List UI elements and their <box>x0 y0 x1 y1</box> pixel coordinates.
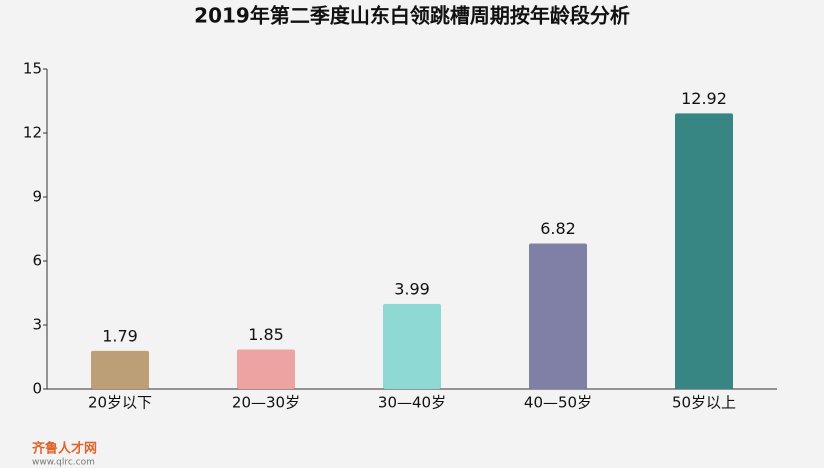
y-tick-label: 12 <box>23 124 42 142</box>
bar <box>675 113 733 389</box>
x-tick-label: 40—50岁 <box>524 394 592 412</box>
bar <box>237 349 295 389</box>
y-tick-label: 0 <box>32 380 42 398</box>
bar <box>383 303 441 389</box>
y-tick-label: 6 <box>32 252 42 270</box>
watermark-url: www.qlrc.com <box>32 458 95 468</box>
x-tick-label: 20岁以下 <box>88 394 152 412</box>
bar <box>91 350 149 389</box>
watermark-brand: 齐鲁人才网 <box>32 441 97 457</box>
value-label: 1.85 <box>248 325 284 344</box>
value-label: 3.99 <box>394 279 430 298</box>
bar <box>529 243 587 389</box>
y-tick-label: 15 <box>23 60 42 78</box>
chart-title: 2019年第二季度山东白领跳槽周期按年龄段分析 <box>194 4 630 28</box>
x-tick-label: 20—30岁 <box>232 394 300 412</box>
value-label: 12.92 <box>681 89 727 108</box>
y-tick-label: 3 <box>32 316 42 334</box>
value-label: 1.79 <box>102 326 138 345</box>
x-tick-label: 50岁以上 <box>672 394 736 412</box>
value-label: 6.82 <box>540 219 576 238</box>
y-tick-label: 9 <box>32 188 42 206</box>
x-tick-label: 30—40岁 <box>378 394 446 412</box>
